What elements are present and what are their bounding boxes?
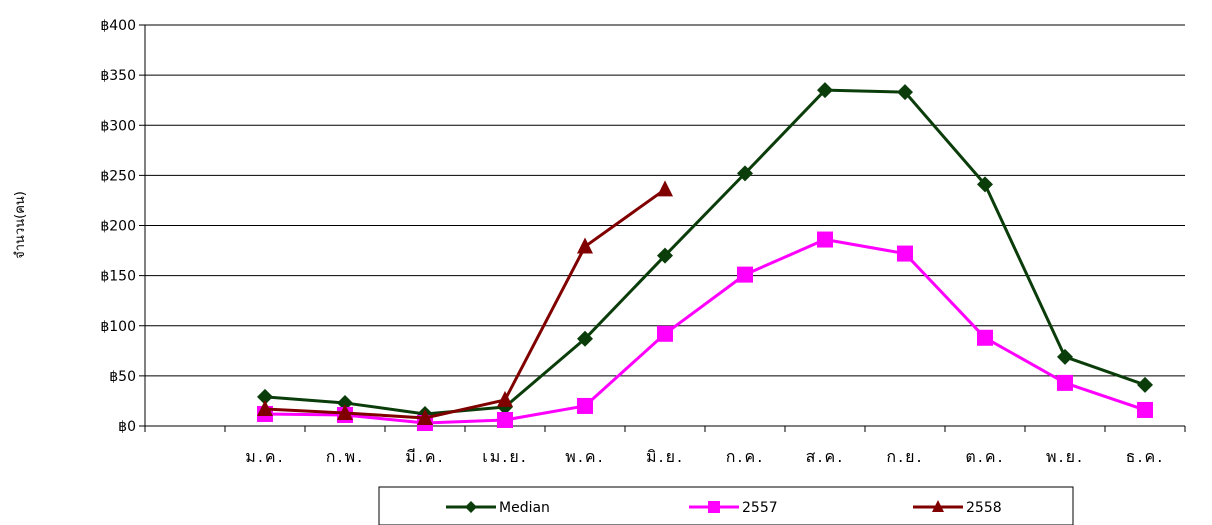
legend-label: 2558	[966, 500, 1002, 516]
y-tick-label: ฿0	[118, 419, 136, 435]
data-point	[932, 500, 944, 512]
series-Median	[257, 82, 1153, 422]
data-point	[1057, 374, 1073, 391]
series-line	[264, 88, 1146, 416]
data-point	[657, 180, 673, 197]
x-tick-label: มิ.ย.	[646, 447, 684, 466]
data-point	[257, 399, 273, 416]
x-tick-label: ก.พ.	[326, 447, 364, 466]
data-point	[1137, 376, 1153, 393]
data-point	[337, 394, 353, 411]
x-tick-label: ม.ค.	[245, 447, 284, 466]
y-tick-label: ฿250	[100, 168, 136, 184]
data-point	[577, 397, 593, 414]
x-tick-labels: ม.ค. ก.พ. มี.ค. เม.ย. พ.ค. มิ.ย. ก.ค. ส.ค. ก.ย. ต…	[245, 447, 1165, 466]
data-point	[737, 165, 753, 182]
gridlines	[145, 24, 1185, 377]
x-tick-label: ส.ค.	[806, 447, 845, 466]
data-point	[465, 501, 477, 513]
data-point	[737, 266, 753, 283]
series-group	[257, 82, 1153, 431]
x-tick-label: เม.ย.	[482, 447, 528, 466]
x-tick-label: พ.ค.	[565, 447, 604, 466]
x-tick-label: ก.ค.	[726, 447, 765, 466]
data-point	[1137, 401, 1153, 418]
x-tick-label: พ.ย.	[1046, 447, 1084, 466]
data-point	[257, 388, 273, 405]
y-tick-labels: ฿0 ฿50 ฿100 ฿150 ฿200 ฿250 ฿300 ฿350 ฿400	[100, 18, 136, 435]
y-tick-label: ฿300	[100, 118, 136, 134]
y-tick-label: ฿50	[109, 369, 136, 385]
data-point	[577, 237, 593, 254]
y-axis-label: จำนวน(คน)	[13, 191, 28, 259]
data-point	[657, 247, 673, 264]
x-tick-label: มี.ค.	[405, 447, 444, 466]
legend-label: 2557	[742, 500, 778, 516]
axes	[139, 24, 1186, 432]
data-point	[977, 329, 993, 346]
series-line	[264, 188, 666, 420]
data-point	[577, 330, 593, 347]
legend: Median 2557 2558	[378, 486, 1074, 525]
y-tick-label: ฿150	[100, 269, 136, 285]
data-point	[817, 82, 833, 99]
x-tick-label: ธ.ค.	[1126, 447, 1165, 466]
data-point	[977, 176, 993, 193]
data-point	[337, 403, 353, 420]
data-point	[897, 84, 913, 101]
data-point	[417, 408, 433, 425]
y-tick-label: ฿400	[100, 18, 136, 34]
data-point	[497, 390, 513, 407]
data-point	[657, 325, 673, 342]
y-tick-label: ฿100	[100, 319, 136, 335]
y-tick-label: ฿350	[100, 68, 136, 84]
data-point	[497, 411, 513, 428]
series-2558	[257, 180, 673, 425]
data-point	[1057, 348, 1073, 365]
x-tick-label: ก.ย.	[886, 447, 923, 466]
data-point	[817, 231, 833, 248]
data-point	[897, 245, 913, 262]
data-point	[708, 501, 720, 513]
y-tick-label: ฿200	[100, 219, 136, 235]
x-tick-label: ต.ค.	[965, 447, 1004, 466]
series-line	[264, 238, 1146, 425]
legend-label: Median	[499, 500, 550, 516]
